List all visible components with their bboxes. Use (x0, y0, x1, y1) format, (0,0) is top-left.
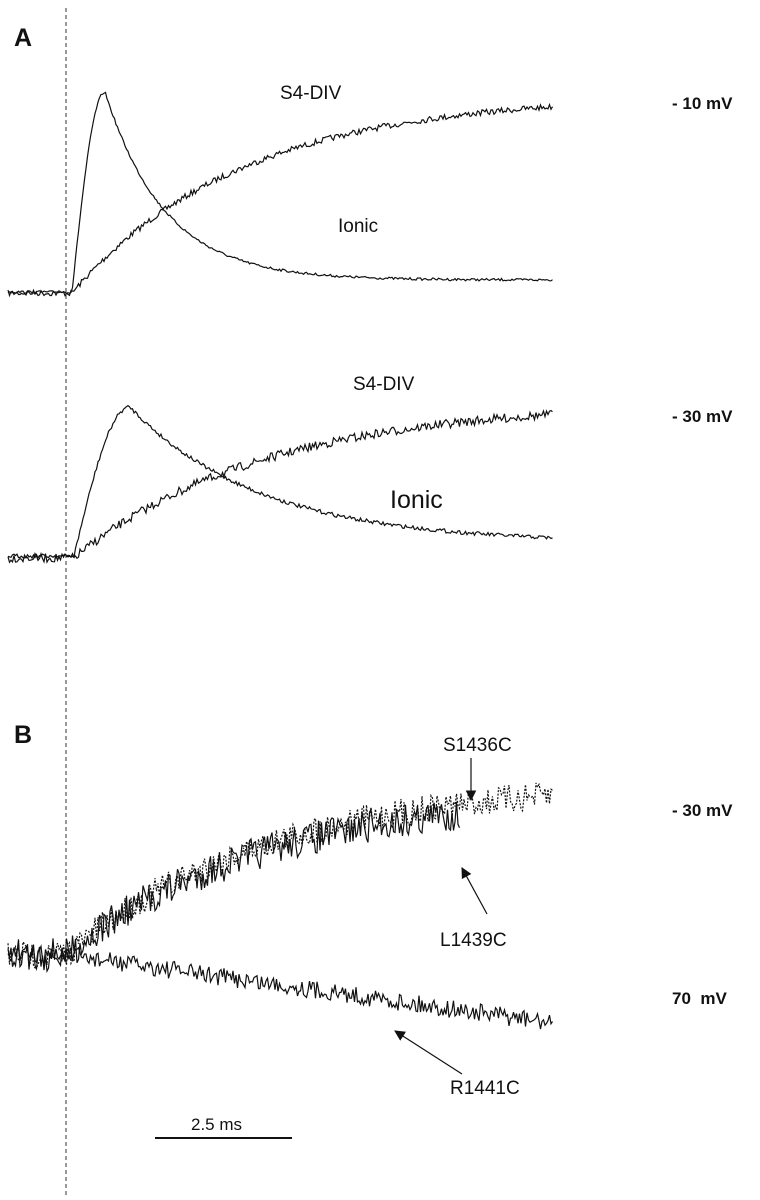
panel-label: B (14, 721, 32, 749)
trace (7, 91, 553, 294)
trace-label: S1436C (443, 735, 512, 756)
trace-label: R1441C (450, 1078, 520, 1099)
trace (7, 102, 554, 298)
scale-bar-label: 2.5 ms (191, 1115, 242, 1134)
traces (7, 91, 554, 1030)
trace (7, 801, 461, 974)
voltage-label: - 10 mV (672, 94, 733, 113)
arrow (394, 1030, 463, 1075)
trace-label: Ionic (390, 486, 443, 514)
trace (7, 944, 554, 1030)
trace (7, 409, 553, 564)
voltage-label: - 30 mV (672, 801, 733, 820)
trace-label: Ionic (338, 216, 378, 237)
panel-label: A (14, 24, 32, 52)
trace-label: S4-DIV (280, 83, 342, 104)
trace (7, 404, 553, 560)
voltage-label: - 30 mV (672, 407, 733, 426)
arrow (461, 867, 488, 915)
trace-label: S4-DIV (353, 374, 415, 395)
trace-label: L1439C (440, 930, 507, 951)
voltage-label: 70 mV (672, 989, 727, 1008)
